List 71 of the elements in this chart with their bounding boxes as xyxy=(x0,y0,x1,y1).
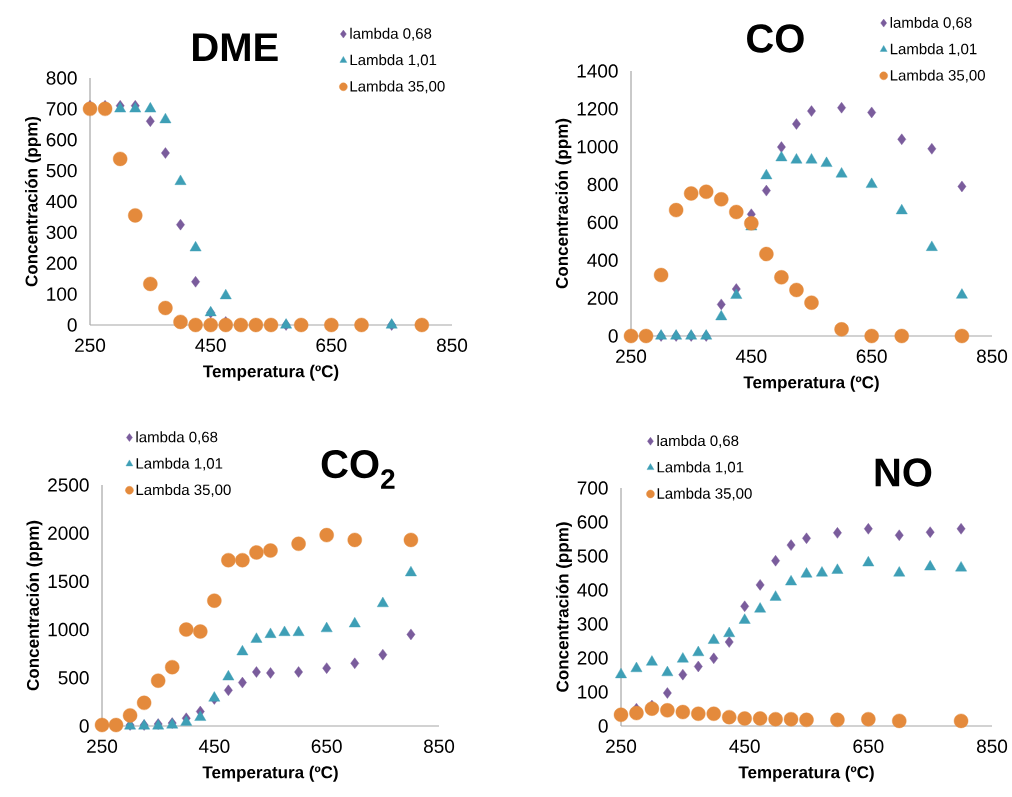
legend-label: Lambda 1,01 xyxy=(350,54,437,67)
x-tick-label: 650 xyxy=(311,739,342,753)
y-tick-label: 800 xyxy=(46,71,77,85)
y-tick-label: 0 xyxy=(67,318,77,332)
legend-label: Lambda 35,00 xyxy=(657,487,752,501)
legend-label: Lambda 35,00 xyxy=(136,484,231,497)
y-tick-label: 0 xyxy=(79,719,89,733)
y-tick-label: 2500 xyxy=(48,478,89,492)
legend-label: Lambda 1,01 xyxy=(136,457,223,471)
y-tick-label: 1500 xyxy=(48,574,89,589)
y-tick-label: 400 xyxy=(577,583,608,597)
y-tick-label: 1200 xyxy=(577,102,618,116)
y-tick-label: 0 xyxy=(608,329,618,343)
y-axis-title: Concentración (ppm) xyxy=(555,522,572,692)
x-tick-label: 250 xyxy=(606,739,637,753)
y-tick-label: 1400 xyxy=(577,64,618,78)
x-axis-title: Temperatura (ºC) xyxy=(743,375,879,392)
y-tick-label: 300 xyxy=(577,617,608,631)
y-tick-label: 300 xyxy=(46,225,77,240)
chart-title: DME xyxy=(193,33,278,62)
y-tick-label: 200 xyxy=(577,651,608,665)
y-tick-label: 100 xyxy=(578,685,608,699)
chart-title: CO$_{2}$ xyxy=(321,449,395,489)
x-tick-label: 850 xyxy=(436,338,468,352)
x-tick-label: 450 xyxy=(198,739,230,753)
legend-label: lambda 0,68 xyxy=(657,435,739,448)
legend-label: Lambda 1,01 xyxy=(890,43,977,57)
chart-title: NO xyxy=(875,458,932,487)
x-tick-label: 250 xyxy=(616,349,647,363)
y-tick-label: 100 xyxy=(47,287,77,301)
x-tick-label: 850 xyxy=(976,349,1008,363)
y-tick-label: 400 xyxy=(587,253,618,267)
x-axis-title: Temperatura (ºC) xyxy=(202,765,338,782)
y-tick-label: 500 xyxy=(58,671,89,685)
y-tick-label: 400 xyxy=(46,194,77,209)
chart-title: CO xyxy=(747,24,804,53)
y-tick-label: 500 xyxy=(577,549,608,563)
y-tick-label: 0 xyxy=(598,719,608,733)
y-tick-label: 1000 xyxy=(48,622,89,637)
x-tick-label: 850 xyxy=(423,739,455,753)
y-tick-label: 200 xyxy=(46,256,77,270)
y-axis-title: Concentración (ppm) xyxy=(24,116,41,287)
y-tick-label: 800 xyxy=(587,177,618,192)
x-tick-label: 650 xyxy=(316,338,347,352)
legend-label: Lambda 35,00 xyxy=(350,80,445,94)
x-tick-label: 450 xyxy=(735,349,767,363)
x-tick-label: 850 xyxy=(976,739,1008,753)
x-tick-label: 450 xyxy=(195,338,226,352)
y-tick-label: 600 xyxy=(587,215,618,230)
y-axis-title: Concentración (ppm) xyxy=(555,118,572,289)
y-tick-label: 700 xyxy=(46,102,77,116)
y-tick-label: 500 xyxy=(46,163,77,178)
legend-label: lambda 0,68 xyxy=(890,16,972,30)
y-tick-label: 600 xyxy=(577,515,608,529)
x-axis-title: Temperatura (ºC) xyxy=(738,765,874,782)
legend-label: lambda 0,68 xyxy=(350,27,432,41)
y-tick-label: 1000 xyxy=(577,139,618,154)
legend-label: lambda 0,68 xyxy=(136,431,218,445)
legend-label: Lambda 35,00 xyxy=(890,69,985,83)
x-tick-label: 250 xyxy=(75,338,106,352)
x-tick-label: 450 xyxy=(729,739,760,753)
y-tick-label: 600 xyxy=(46,133,77,147)
x-tick-label: 250 xyxy=(87,739,118,753)
x-tick-label: 650 xyxy=(856,349,887,363)
x-tick-label: 650 xyxy=(853,739,884,753)
y-tick-label: 200 xyxy=(587,291,618,305)
x-axis-title: Temperatura (ºC) xyxy=(203,364,339,381)
y-axis-title: Concentración (ppm) xyxy=(26,520,43,691)
y-tick-label: 700 xyxy=(577,481,608,495)
y-tick-label: 2000 xyxy=(48,526,89,540)
legend-label: Lambda 1,01 xyxy=(657,461,744,475)
